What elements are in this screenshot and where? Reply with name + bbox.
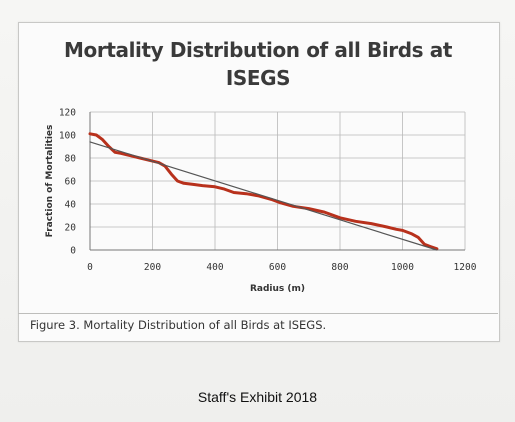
y-tick-label: 40: [65, 200, 77, 211]
x-tick-label: 1000: [391, 262, 414, 273]
chart-title: Mortality Distribution of all Birds at I…: [18, 36, 498, 92]
y-tick-label: 0: [70, 246, 76, 257]
y-tick-label: 120: [59, 108, 76, 119]
x-tick-label: 200: [144, 262, 161, 273]
y-tick-label: 60: [65, 177, 77, 188]
x-tick-label: 1200: [454, 262, 477, 273]
series-layer: [88, 132, 439, 251]
figure-frame: [18, 22, 500, 342]
y-axis-label: Fraction of Mortalities: [45, 125, 55, 238]
exhibit-footer: Staff's Exhibit 2018: [197, 389, 318, 405]
trend-line: [89, 141, 438, 251]
caption-divider: [18, 313, 498, 314]
y-tick-label: 100: [59, 131, 76, 142]
x-tick-label: 400: [206, 262, 223, 273]
x-tick-label: 0: [87, 262, 93, 273]
chart-title-line-1: Mortality Distribution of all Birds at: [64, 38, 452, 62]
mortality-series-line: [88, 132, 439, 251]
chart-title-line-2: ISEGS: [225, 66, 291, 90]
x-tick-label: 600: [269, 262, 286, 273]
y-tick-label: 80: [65, 154, 77, 165]
x-tick-label: 800: [331, 262, 348, 273]
y-tick-label: 20: [65, 223, 77, 234]
x-axis-label: Radius (m): [250, 284, 305, 294]
figure-caption: Figure 3. Mortality Distribution of all …: [30, 318, 327, 332]
grid-layer: [89, 111, 466, 251]
